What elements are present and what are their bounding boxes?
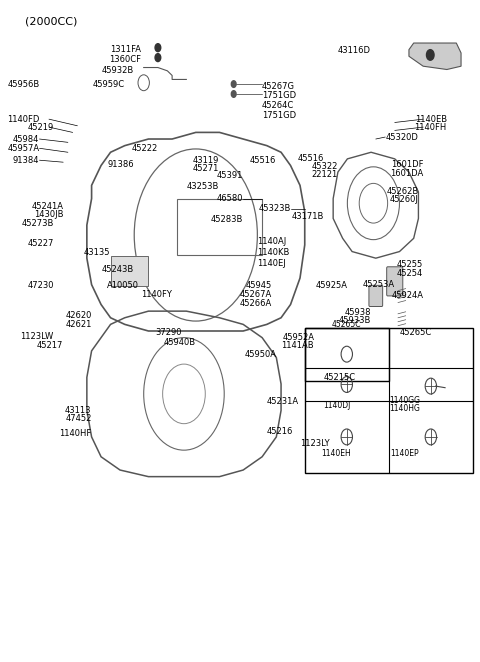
Text: 45957A: 45957A: [7, 144, 39, 153]
Text: 1140GG: 1140GG: [389, 396, 420, 405]
Text: 45283B: 45283B: [211, 215, 243, 224]
Text: 1141AB: 1141AB: [282, 341, 314, 350]
Text: 1140EB: 1140EB: [415, 115, 447, 124]
Bar: [110, 256, 148, 286]
Text: 1123LY: 1123LY: [300, 439, 330, 448]
Text: 1751GD: 1751GD: [262, 91, 296, 101]
Text: 45241A: 45241A: [31, 202, 63, 211]
Text: 46580: 46580: [216, 194, 243, 203]
Text: 45253A: 45253A: [362, 280, 395, 289]
Text: 37290: 37290: [155, 328, 181, 337]
Text: 1311FA: 1311FA: [110, 45, 141, 54]
Text: 45227: 45227: [27, 239, 54, 248]
Text: 1140EH: 1140EH: [322, 449, 351, 458]
Text: 45217: 45217: [37, 341, 63, 350]
Text: 43116D: 43116D: [338, 46, 371, 56]
Text: 43135: 43135: [84, 248, 110, 258]
Polygon shape: [409, 43, 461, 70]
Text: 45952A: 45952A: [282, 333, 314, 342]
Text: 1601DA: 1601DA: [390, 169, 423, 178]
Text: 1360CF: 1360CF: [109, 55, 141, 64]
Text: 1430JB: 1430JB: [34, 210, 63, 219]
Text: 45243B: 45243B: [102, 265, 134, 274]
Text: 43119: 43119: [193, 156, 219, 165]
Text: 45260J: 45260J: [390, 195, 419, 205]
Text: 45956B: 45956B: [7, 80, 39, 89]
Text: 45516: 45516: [250, 156, 276, 165]
FancyBboxPatch shape: [369, 285, 383, 307]
Text: 22121: 22121: [312, 170, 338, 179]
Text: 45265C: 45265C: [332, 320, 361, 329]
Text: 42620: 42620: [65, 311, 92, 320]
Text: 1601DF: 1601DF: [391, 160, 423, 169]
Circle shape: [426, 50, 434, 60]
Text: 45267G: 45267G: [262, 81, 295, 91]
Text: 43171B: 43171B: [291, 212, 324, 221]
Text: 45266A: 45266A: [240, 299, 272, 308]
Bar: [305, 328, 389, 381]
Text: 1140FD: 1140FD: [7, 115, 39, 124]
Text: 1140FY: 1140FY: [141, 290, 172, 299]
Text: 1140EP: 1140EP: [390, 449, 419, 458]
Text: 45945: 45945: [245, 281, 272, 291]
Text: 91384: 91384: [13, 156, 39, 165]
Text: 45938: 45938: [345, 308, 371, 317]
Text: 45323B: 45323B: [258, 204, 290, 213]
Text: 1140EJ: 1140EJ: [257, 259, 286, 268]
Text: 45933B: 45933B: [339, 316, 371, 325]
Text: 45254: 45254: [397, 269, 423, 278]
Text: 45924A: 45924A: [391, 291, 423, 301]
Text: 45265C: 45265C: [399, 328, 432, 338]
Text: 45271: 45271: [193, 164, 219, 173]
Text: 45516: 45516: [297, 154, 324, 164]
Text: 1140AJ: 1140AJ: [257, 237, 287, 246]
Text: A10050: A10050: [107, 281, 139, 291]
Text: 45222: 45222: [132, 144, 158, 154]
Text: 47452: 47452: [65, 414, 92, 423]
Text: 43113: 43113: [65, 406, 92, 415]
FancyBboxPatch shape: [387, 267, 403, 296]
Text: 45262B: 45262B: [386, 187, 419, 197]
Text: 45219: 45219: [27, 122, 54, 132]
Text: 45273B: 45273B: [21, 219, 54, 228]
Bar: [305, 328, 473, 473]
Text: 45320D: 45320D: [385, 132, 418, 142]
Text: 45959C: 45959C: [93, 80, 125, 89]
Text: 45984: 45984: [13, 134, 39, 144]
Text: 45255: 45255: [397, 260, 423, 269]
Text: 45322: 45322: [312, 162, 338, 171]
Text: 43253B: 43253B: [187, 182, 219, 191]
Text: 1140FH: 1140FH: [415, 122, 447, 132]
Text: 1140KB: 1140KB: [257, 248, 290, 258]
Text: 45216: 45216: [267, 427, 293, 436]
Text: 45925A: 45925A: [315, 281, 348, 291]
Text: (2000CC): (2000CC): [25, 16, 78, 26]
Text: 1123LW: 1123LW: [21, 332, 54, 341]
Text: 1140DJ: 1140DJ: [323, 401, 350, 410]
Circle shape: [155, 54, 161, 62]
Text: 1140HG: 1140HG: [389, 404, 420, 413]
Text: 47230: 47230: [27, 281, 54, 291]
Text: 45950A: 45950A: [244, 350, 276, 359]
Text: 45940B: 45940B: [164, 338, 196, 347]
Circle shape: [231, 81, 236, 87]
Text: 1751GD: 1751GD: [262, 111, 296, 120]
Text: 45231A: 45231A: [267, 397, 299, 406]
Text: 91386: 91386: [108, 160, 134, 169]
Circle shape: [231, 91, 236, 97]
Text: 45264C: 45264C: [262, 101, 294, 111]
Text: 1140HF: 1140HF: [60, 429, 92, 438]
Text: 45932B: 45932B: [102, 66, 134, 75]
Circle shape: [155, 44, 161, 52]
Text: 42621: 42621: [65, 320, 92, 329]
Text: 45391: 45391: [217, 171, 243, 180]
Text: 45215C: 45215C: [324, 373, 356, 382]
Text: 45267A: 45267A: [240, 290, 272, 299]
Bar: [177, 199, 262, 255]
